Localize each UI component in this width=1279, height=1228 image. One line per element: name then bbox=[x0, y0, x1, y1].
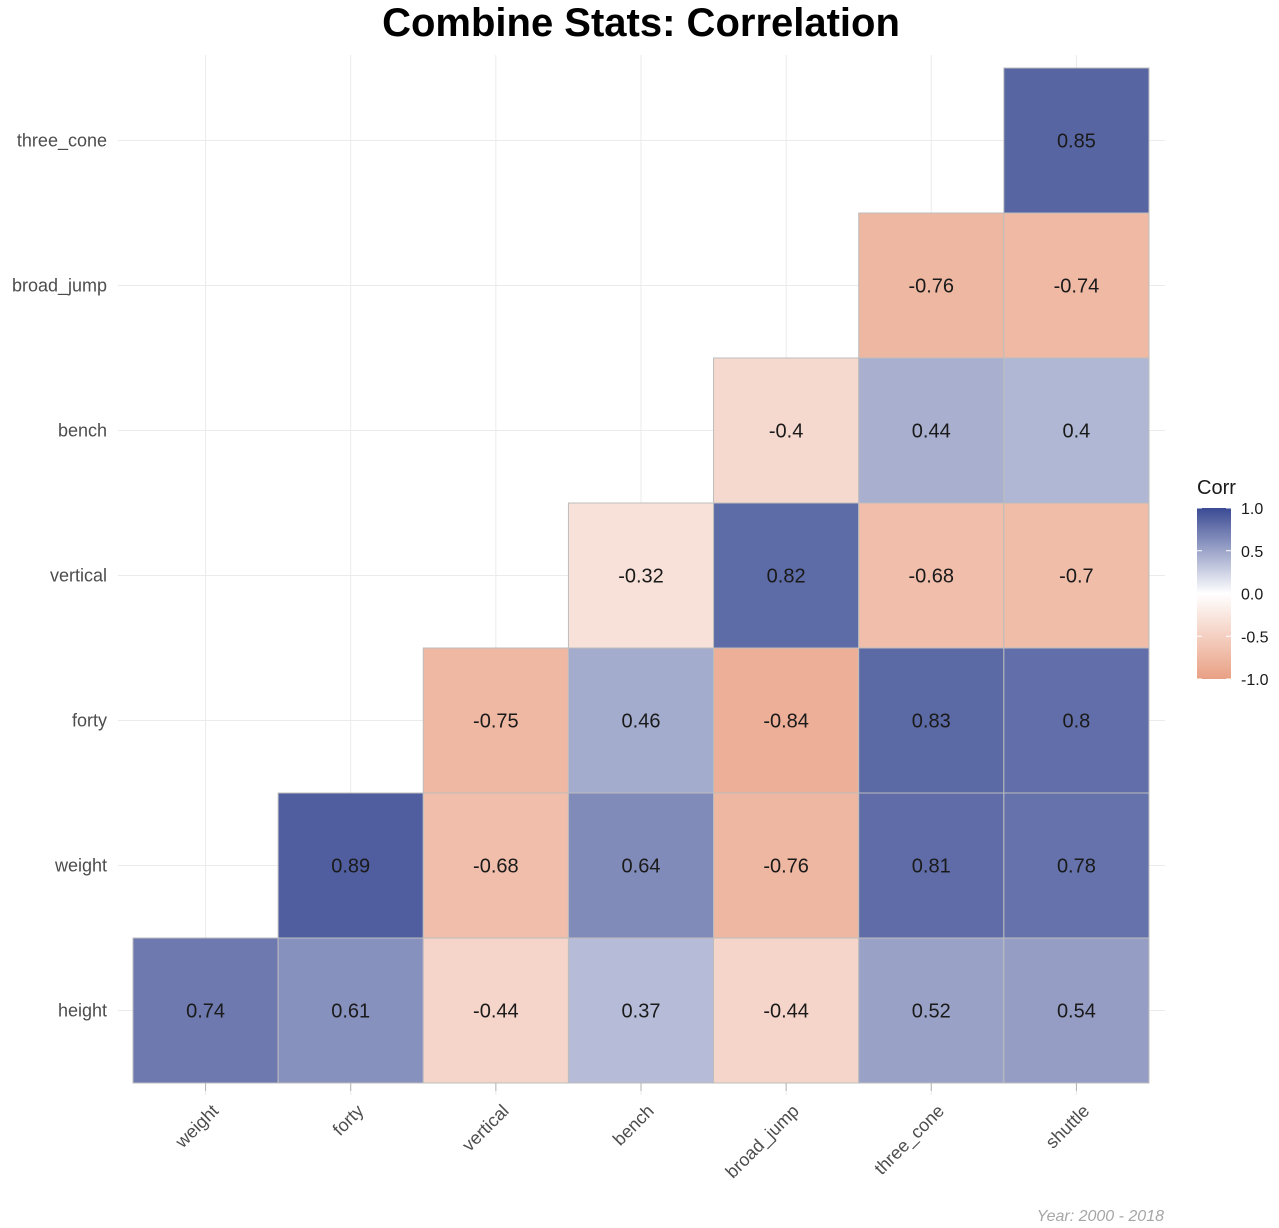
heatmap-cell-broad_jump-forty bbox=[713, 647, 860, 794]
x-axis-tick-labels: weight forty vertical bench broad_jump three_… bbox=[171, 1083, 1093, 1183]
heatmap-cell-vertical-height bbox=[422, 937, 569, 1084]
cell-label-three_cone-forty: 0.83 bbox=[912, 711, 951, 733]
cell-label-forty-height: 0.61 bbox=[331, 1001, 370, 1023]
y-tick-label-bench: bench bbox=[58, 421, 107, 441]
y-tick-label-broad_jump: broad_jump bbox=[12, 276, 107, 297]
cell-label-weight-height: 0.74 bbox=[186, 1001, 225, 1023]
heatmap-cell-shuttle-height bbox=[1003, 937, 1150, 1084]
cell-label-shuttle-forty: 0.8 bbox=[1063, 711, 1091, 733]
legend-tick-label: -0.5 bbox=[1241, 629, 1269, 646]
heatmap-cell-three_cone-height bbox=[858, 937, 1005, 1084]
heatmap-cell-bench-vertical bbox=[567, 502, 715, 649]
heatmap-cell-vertical-weight bbox=[422, 792, 569, 939]
cell-label-broad_jump-forty: -0.84 bbox=[763, 711, 809, 733]
heatmap-cell-broad_jump-bench bbox=[713, 357, 860, 504]
heatmap-cell-broad_jump-height bbox=[713, 937, 860, 1084]
cell-label-shuttle-three_cone: 0.85 bbox=[1057, 131, 1096, 153]
heatmap-cell-vertical-forty bbox=[422, 647, 569, 794]
x-tick-label-shuttle: shuttle bbox=[1042, 1101, 1094, 1153]
y-tick-label-forty: forty bbox=[72, 711, 107, 731]
cell-label-bench-vertical: -0.32 bbox=[618, 566, 664, 588]
heatmap-cell-shuttle-weight bbox=[1003, 792, 1150, 939]
y-tick-label-weight: weight bbox=[54, 856, 107, 876]
x-tick-label-three_cone: three_cone bbox=[870, 1101, 949, 1180]
legend-tick-label: 0.0 bbox=[1241, 587, 1263, 604]
cell-label-bench-weight: 0.64 bbox=[622, 856, 661, 878]
legend-tick-label: 0.5 bbox=[1241, 544, 1263, 561]
cell-label-vertical-weight: -0.68 bbox=[473, 856, 519, 878]
cell-label-shuttle-vertical: -0.7 bbox=[1059, 566, 1093, 588]
cell-label-shuttle-bench: 0.4 bbox=[1063, 421, 1091, 443]
heatmap-cell-three_cone-broad_jump bbox=[858, 212, 1005, 359]
cell-label-three_cone-broad_jump: -0.76 bbox=[908, 276, 954, 298]
cell-label-shuttle-height: 0.54 bbox=[1057, 1001, 1096, 1023]
cell-label-three_cone-vertical: -0.68 bbox=[908, 566, 954, 588]
y-axis-tick-labels: height weight forty vertical bench broad_jump… bbox=[12, 131, 107, 1021]
cell-label-forty-weight: 0.89 bbox=[331, 856, 370, 878]
chart-caption: Year: 2000 - 2018 bbox=[1037, 1208, 1164, 1225]
heatmap-cell-shuttle-broad_jump bbox=[1003, 212, 1150, 359]
cell-label-three_cone-bench: 0.44 bbox=[912, 421, 951, 443]
x-tick-label-forty: forty bbox=[329, 1101, 368, 1140]
cell-label-vertical-height: -0.44 bbox=[473, 1001, 519, 1023]
x-tick-label-weight: weight bbox=[171, 1101, 223, 1153]
x-tick-label-broad_jump: broad_jump bbox=[722, 1101, 804, 1183]
legend-colorbar bbox=[1197, 508, 1231, 679]
heatmap-cell-shuttle-bench bbox=[1003, 357, 1150, 504]
cell-label-three_cone-weight: 0.81 bbox=[912, 856, 951, 878]
heatmap-cell-bench-weight bbox=[567, 792, 715, 939]
cell-labels: 0.74 0.61 -0.44 0.37 -0.44 0.52 0.54 0.89 -0.68 0… bbox=[186, 131, 1099, 1023]
chart-title: Combine Stats: Correlation bbox=[382, 1, 900, 45]
legend-ticks: 1.0 0.5 0.0 -0.5 -1.0 bbox=[1197, 501, 1269, 689]
cell-label-shuttle-broad_jump: -0.74 bbox=[1054, 276, 1100, 298]
y-tick-label-three_cone: three_cone bbox=[17, 131, 107, 152]
heatmap-cells bbox=[132, 67, 1150, 1084]
cell-label-bench-height: 0.37 bbox=[622, 1001, 661, 1023]
cell-label-shuttle-weight: 0.78 bbox=[1057, 856, 1096, 878]
legend: Corr 1.0 0.5 0.0 -0.5 -1.0 bbox=[1197, 477, 1269, 689]
heatmap-cell-three_cone-bench bbox=[858, 357, 1005, 504]
heatmap-cell-shuttle-vertical bbox=[1003, 502, 1150, 649]
y-tick-label-vertical: vertical bbox=[50, 566, 107, 586]
heatmap-cell-forty-weight bbox=[277, 792, 424, 939]
heatmap-cell-broad_jump-weight bbox=[713, 792, 860, 939]
x-tick-label-vertical: vertical bbox=[458, 1101, 512, 1155]
cell-label-broad_jump-height: -0.44 bbox=[763, 1001, 809, 1023]
heatmap-cell-broad_jump-vertical bbox=[713, 502, 860, 649]
legend-tick-label: 1.0 bbox=[1241, 501, 1263, 518]
heatmap-cell-three_cone-forty bbox=[858, 647, 1005, 794]
heatmap-cell-bench-forty bbox=[567, 647, 715, 794]
heatmap-cell-shuttle-three_cone bbox=[1003, 67, 1150, 214]
cell-label-vertical-forty: -0.75 bbox=[473, 711, 519, 733]
cell-label-broad_jump-weight: -0.76 bbox=[763, 856, 809, 878]
cell-label-bench-forty: 0.46 bbox=[622, 711, 661, 733]
heatmap-cell-shuttle-forty bbox=[1003, 647, 1150, 794]
cell-label-three_cone-height: 0.52 bbox=[912, 1001, 951, 1023]
legend-tick-label: -1.0 bbox=[1241, 672, 1269, 689]
cell-label-broad_jump-vertical: 0.82 bbox=[767, 566, 806, 588]
heatmap-cell-three_cone-vertical bbox=[858, 502, 1005, 649]
x-tick-label-bench: bench bbox=[609, 1101, 658, 1150]
legend-title: Corr bbox=[1197, 477, 1236, 499]
heatmap-cell-three_cone-weight bbox=[858, 792, 1005, 939]
y-tick-label-height: height bbox=[58, 1001, 107, 1021]
cell-label-broad_jump-bench: -0.4 bbox=[769, 421, 803, 443]
